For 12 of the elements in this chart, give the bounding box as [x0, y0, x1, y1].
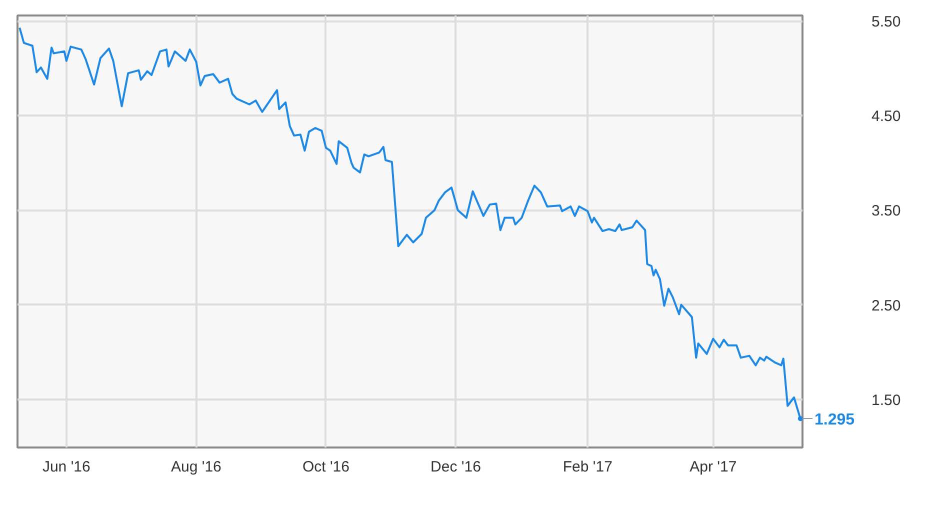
- y-tick-label: 3.50: [872, 202, 901, 220]
- x-tick-label: Feb '17: [562, 458, 612, 476]
- x-tick-label: Jun '16: [42, 458, 90, 476]
- x-tick-label: Apr '17: [690, 458, 737, 476]
- x-tick-label: Dec '16: [430, 458, 481, 476]
- y-tick-label: 2.50: [872, 297, 901, 314]
- x-tick-label: Oct '16: [302, 458, 350, 476]
- y-tick-label: 5.50: [872, 14, 901, 31]
- y-tick-label: 4.50: [872, 108, 901, 126]
- x-tick-label: Aug '16: [170, 458, 222, 476]
- y-tick-label: 1.50: [872, 392, 901, 409]
- annotation: 1.295: [814, 412, 855, 429]
